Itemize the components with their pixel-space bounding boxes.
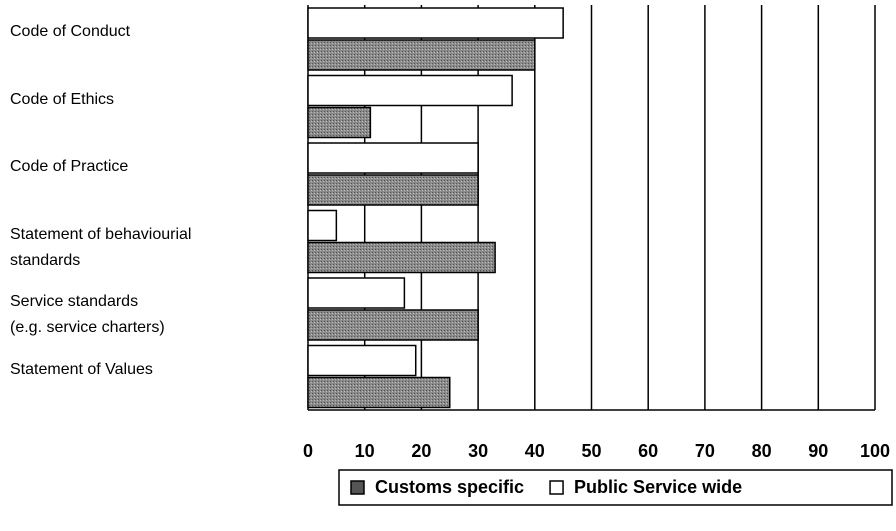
bar xyxy=(307,7,564,39)
category-label: Statement of behaviourial standards xyxy=(10,225,192,269)
bar xyxy=(307,74,513,107)
category-label: Code of Conduct xyxy=(10,23,131,40)
bar xyxy=(307,309,479,341)
bar xyxy=(307,39,536,71)
x-tick-label: 100 xyxy=(860,441,890,461)
x-tick-label: 50 xyxy=(581,441,601,461)
bar xyxy=(307,209,338,242)
category-label: Code of Practice xyxy=(10,158,129,175)
bar xyxy=(307,142,479,174)
x-tick-label: 70 xyxy=(695,441,715,461)
category-label: Statement of Values xyxy=(10,360,153,378)
x-tick-label: 30 xyxy=(468,441,488,461)
legend-label: Customs specific xyxy=(375,477,524,497)
category-label: Service standards (e.g. service charters… xyxy=(10,293,165,336)
x-tick-label: 20 xyxy=(411,441,431,461)
legend-box xyxy=(338,469,893,506)
x-tick-label: 90 xyxy=(808,441,828,461)
legend-label: Public Service wide xyxy=(574,477,742,497)
x-tick-label: 40 xyxy=(525,441,545,461)
bar xyxy=(307,277,406,309)
x-tick-label: 80 xyxy=(752,441,772,461)
legend-swatch xyxy=(350,480,365,495)
bar xyxy=(307,241,496,274)
bar xyxy=(307,174,479,206)
bar xyxy=(307,344,417,377)
bar xyxy=(307,376,451,409)
category-label: Code of Ethics xyxy=(10,90,115,108)
x-tick-label: 0 xyxy=(303,441,313,461)
x-tick-label: 60 xyxy=(638,441,658,461)
bar xyxy=(307,106,372,139)
legend-swatch xyxy=(549,480,564,495)
x-tick-label: 10 xyxy=(355,441,375,461)
